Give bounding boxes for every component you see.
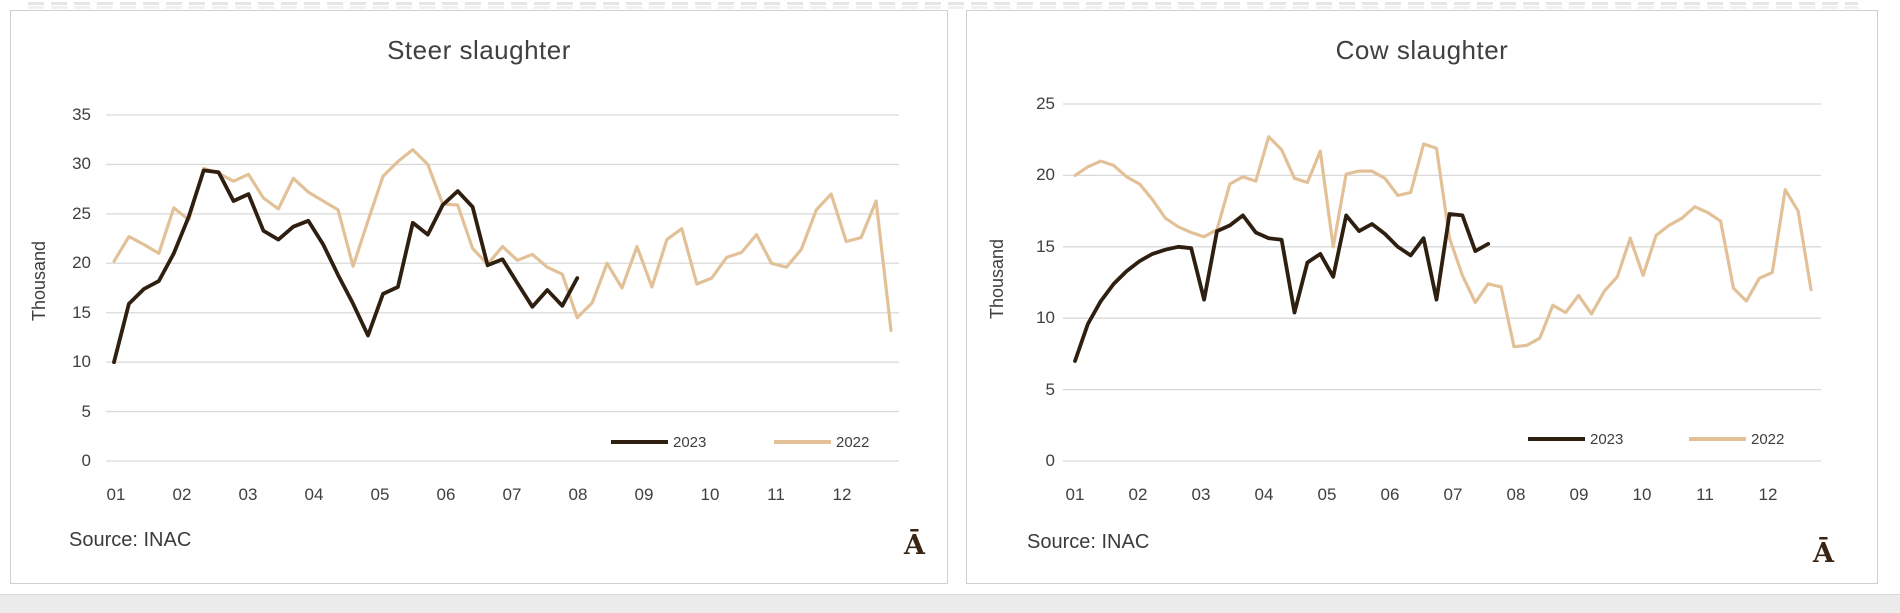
legend-swatch xyxy=(774,440,831,444)
series-line-2022 xyxy=(1073,135,1813,349)
x-tick-label: 05 xyxy=(1317,485,1337,504)
legend-label: 2022 xyxy=(1751,430,1785,448)
y-tick-label: 20 xyxy=(1036,165,1055,185)
legend-swatch xyxy=(1528,437,1585,441)
cow-slaughter-chart-card: Cow slaughter Thousand 25 20 15 10 5 0 01 02 03… xyxy=(966,10,1878,584)
x-tick-label: 10 xyxy=(700,485,720,504)
x-tick-label: 07 xyxy=(502,485,522,504)
chart-title: Steer slaughter xyxy=(387,35,571,65)
source-note: Source: INAC xyxy=(69,529,192,551)
legend-swatch xyxy=(611,440,668,444)
steer-slaughter-chart-card: Steer slaughter Thousand 35 30 25 20 15 10 5 0 … xyxy=(10,10,948,584)
legend-item-2022: 2022 xyxy=(1689,431,1784,447)
series-line-2023 xyxy=(1073,212,1491,363)
x-tick-label: 04 xyxy=(304,485,324,504)
x-tick-label: 02 xyxy=(172,485,192,504)
plot-area xyxy=(106,114,899,462)
plot-area xyxy=(1063,103,1821,462)
y-tick-label: 10 xyxy=(72,352,91,372)
x-tick-label: 04 xyxy=(1254,485,1274,504)
y-tick-label: 20 xyxy=(72,253,91,273)
x-tick-label: 11 xyxy=(767,485,785,504)
x-tick-label: 01 xyxy=(1065,485,1085,504)
series-line-2022 xyxy=(112,148,893,333)
x-tick-label: 08 xyxy=(568,485,588,504)
legend-label: 2023 xyxy=(673,433,707,451)
encoding-artifact-glyph: Ā xyxy=(1813,538,1834,569)
source-note: Source: INAC xyxy=(1027,531,1150,553)
bottom-strip xyxy=(0,594,1900,613)
y-tick-label: 15 xyxy=(1036,236,1055,256)
legend-label: 2023 xyxy=(1590,430,1624,448)
x-tick-label: 01 xyxy=(106,485,126,504)
encoding-artifact-glyph: Ā xyxy=(904,530,925,561)
cropped-text-artifact xyxy=(28,6,1858,9)
y-tick-label: 35 xyxy=(72,105,91,124)
x-tick-label: 06 xyxy=(1380,485,1400,504)
x-tick-label: 10 xyxy=(1632,485,1652,504)
legend-item-2023: 2023 xyxy=(611,434,706,450)
x-tick-label: 12 xyxy=(1758,485,1778,504)
x-tick-label: 07 xyxy=(1443,485,1463,504)
cropped-text-artifact xyxy=(28,2,1858,5)
legend-swatch xyxy=(1689,437,1746,441)
x-tick-label: 03 xyxy=(238,485,258,504)
legend-label: 2022 xyxy=(836,433,870,451)
series-line-2023 xyxy=(112,168,580,365)
chart-title: Cow slaughter xyxy=(1335,35,1509,65)
y-tick-label: 25 xyxy=(72,203,91,223)
x-tick-label: 09 xyxy=(1569,485,1589,504)
y-tick-label: 10 xyxy=(1036,308,1055,328)
x-tick-label: 09 xyxy=(634,485,654,504)
x-tick-label: 11 xyxy=(1696,485,1714,504)
x-tick-label: 08 xyxy=(1506,485,1526,504)
y-tick-label: 5 xyxy=(81,401,91,421)
y-tick-label: 15 xyxy=(72,302,91,322)
x-tick-label: 02 xyxy=(1128,485,1148,504)
y-tick-label: 5 xyxy=(1045,379,1055,399)
legend-item-2023: 2023 xyxy=(1528,431,1623,447)
x-tick-label: 03 xyxy=(1191,485,1211,504)
x-tick-label: 12 xyxy=(832,485,852,504)
y-tick-label: 30 xyxy=(72,154,91,174)
legend-item-2022: 2022 xyxy=(774,434,869,450)
y-tick-label: 0 xyxy=(1045,451,1055,470)
x-tick-label: 05 xyxy=(370,485,390,504)
y-tick-label: 0 xyxy=(81,451,91,470)
x-tick-label: 06 xyxy=(436,485,456,504)
y-tick-label: 25 xyxy=(1036,94,1055,113)
